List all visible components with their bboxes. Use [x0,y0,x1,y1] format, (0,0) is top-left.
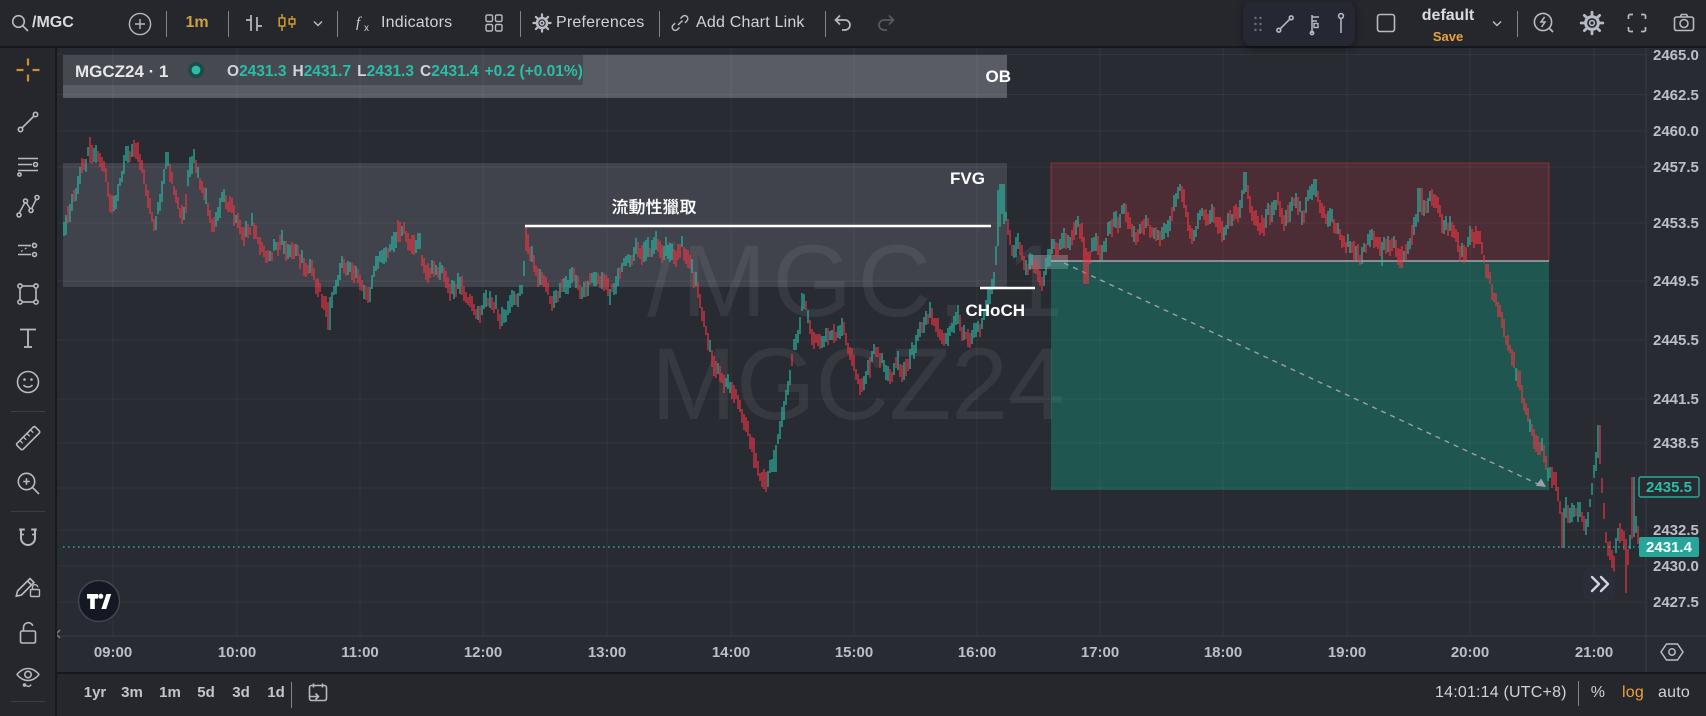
svg-text:x: x [364,23,369,34]
svg-text:OB: OB [986,67,1012,86]
svg-text:10:00: 10:00 [218,644,256,661]
svg-text:2465.0: 2465.0 [1653,48,1699,64]
svg-text:09:00: 09:00 [94,644,132,661]
svg-text:f: f [356,15,362,31]
svg-text:2435.5: 2435.5 [1646,479,1692,496]
svg-text:2432.5: 2432.5 [1653,522,1699,539]
svg-text:2457.5: 2457.5 [1653,159,1699,176]
svg-text:2460.0: 2460.0 [1653,123,1699,140]
svg-text:11:00: 11:00 [341,644,379,661]
svg-text:12:00: 12:00 [464,644,502,661]
svg-text:21:00: 21:00 [1575,644,1613,661]
svg-text:2445.5: 2445.5 [1653,332,1699,349]
svg-text:CHoCH: CHoCH [966,301,1026,320]
svg-text:MGCZ24 · 1: MGCZ24 · 1 [75,62,169,81]
svg-text:2453.5: 2453.5 [1653,215,1699,232]
svg-text:17:00: 17:00 [1081,644,1119,661]
svg-text:2427.5: 2427.5 [1653,594,1699,611]
svg-text:2441.5: 2441.5 [1653,391,1699,408]
svg-text:13:00: 13:00 [588,644,626,661]
svg-text:2431.4: 2431.4 [1646,539,1693,556]
svg-text:2462.5: 2462.5 [1653,87,1699,104]
svg-text:2438.5: 2438.5 [1653,435,1699,452]
svg-text:2449.5: 2449.5 [1653,273,1699,290]
svg-text:20:00: 20:00 [1451,644,1489,661]
svg-text:19:00: 19:00 [1328,644,1366,661]
svg-text:16:00: 16:00 [958,644,996,661]
svg-text:15:00: 15:00 [835,644,873,661]
svg-text:2430.0: 2430.0 [1653,558,1699,575]
svg-text:14:00: 14:00 [712,644,750,661]
svg-text:18:00: 18:00 [1204,644,1242,661]
svg-text:FVG: FVG [950,169,985,188]
